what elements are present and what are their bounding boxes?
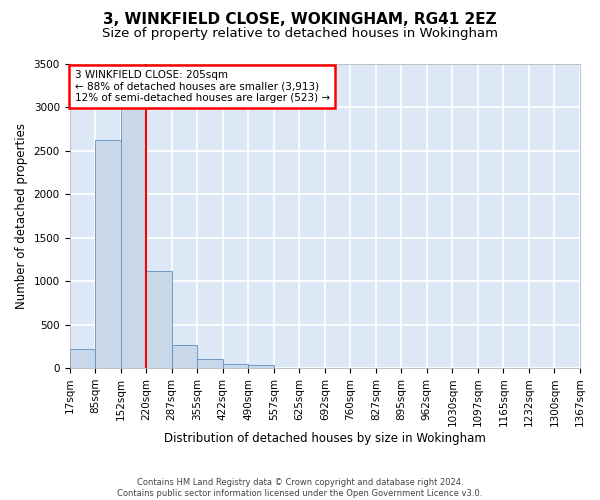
Y-axis label: Number of detached properties: Number of detached properties [15,123,28,309]
Bar [95,140,121,368]
Text: Contains HM Land Registry data © Crown copyright and database right 2024.
Contai: Contains HM Land Registry data © Crown c… [118,478,482,498]
Bar [146,270,172,368]
Bar [172,344,197,368]
Text: Size of property relative to detached houses in Wokingham: Size of property relative to detached ho… [102,28,498,40]
Text: 3, WINKFIELD CLOSE, WOKINGHAM, RG41 2EZ: 3, WINKFIELD CLOSE, WOKINGHAM, RG41 2EZ [103,12,497,28]
Text: 3 WINKFIELD CLOSE: 205sqm
← 88% of detached houses are smaller (3,913)
12% of se: 3 WINKFIELD CLOSE: 205sqm ← 88% of detac… [74,70,330,103]
Bar [70,349,95,368]
X-axis label: Distribution of detached houses by size in Wokingham: Distribution of detached houses by size … [164,432,486,445]
Bar [223,364,248,368]
Bar [121,79,146,368]
Bar [197,360,223,368]
Bar [248,366,274,368]
